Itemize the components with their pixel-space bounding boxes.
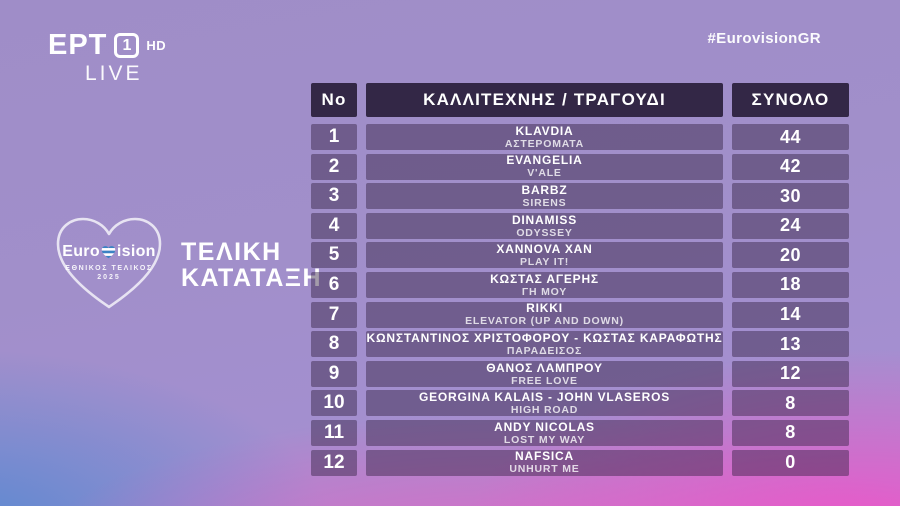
- wordmark-part1: Euro: [62, 243, 100, 260]
- total-cell: 14: [732, 301, 849, 328]
- artist-name: ΚΩΣΤΑΣ ΑΓΕΡΗΣ: [490, 271, 599, 286]
- song-title: ΓΗ ΜΟΥ: [521, 285, 568, 298]
- artist-song-cell: XANNOVA XAN PLAY IT!: [366, 242, 723, 269]
- rank-cell: 5: [311, 242, 357, 269]
- artist-name: DINAMISS: [511, 212, 578, 227]
- artist-name: ANDY NICOLAS: [494, 419, 595, 434]
- heart-outline-icon: [56, 217, 162, 309]
- hashtag-label: #EurovisionGR: [707, 30, 821, 47]
- rank-cell: 4: [311, 212, 357, 239]
- eurovision-logo: Euro ision ΕΘΝΙΚΟΣ ΤΕΛΙΚΟΣ 2025: [50, 214, 168, 312]
- song-title: HIGH ROAD: [510, 404, 579, 417]
- table-row: 3 BARBZ SIRENS 30: [311, 182, 849, 210]
- song-title: UNHURT ME: [509, 463, 580, 476]
- table-row: 7 RIKKI ELEVATOR (UP AND DOWN) 14: [311, 301, 849, 328]
- total-cell: 18: [732, 271, 849, 298]
- artist-name: RIKKI: [526, 301, 563, 316]
- artist-name: NAFSICA: [515, 449, 574, 464]
- table-row: 12 NAFSICA UNHURT ME 0: [311, 449, 849, 476]
- greek-flag-heart-icon: [101, 246, 116, 259]
- rank-cell: 1: [311, 124, 357, 150]
- total-cell: 12: [732, 360, 849, 387]
- song-title: ΠΑΡΑΔΕΙΣΟΣ: [506, 344, 583, 357]
- table-row: 8 ΚΩΝΣΤΑΝΤΙΝΟΣ ΧΡΙΣΤΟΦΟΡΟΥ - ΚΩΣΤΑΣ ΚΑΡΑ…: [311, 330, 849, 358]
- artist-name: KLAVDIA: [515, 123, 574, 138]
- wordmark-part2: ision: [116, 243, 156, 260]
- song-title: ODYSSEY: [516, 226, 573, 239]
- artist-name: BARBZ: [521, 182, 568, 197]
- artist-song-cell: DINAMISS ODYSSEY: [366, 212, 723, 239]
- channel-number: 1: [122, 36, 132, 54]
- rank-cell: 3: [311, 183, 357, 210]
- total-cell: 8: [732, 419, 849, 446]
- rank-cell: 9: [311, 360, 357, 387]
- header-artist-song: ΚΑΛΛΙΤΕΧΝΗΣ / ΤΡΑΓΟΥΔΙ: [366, 83, 723, 117]
- artist-name: ΘΑΝΟΣ ΛΑΜΠΡΟΥ: [486, 360, 603, 375]
- artist-name: XANNOVA XAN: [496, 242, 593, 257]
- table-body: 1 KLAVDIA ΑΣΤΕΡΟΜΑΤΑ 44 2 EVANGELIA V'AL…: [311, 124, 849, 476]
- song-title: V'ALE: [527, 167, 562, 180]
- rank-cell: 8: [311, 331, 357, 358]
- artist-song-cell: ANDY NICOLAS LOST MY WAY: [366, 419, 723, 446]
- artist-song-cell: KLAVDIA ΑΣΤΕΡΟΜΑΤΑ: [366, 124, 723, 150]
- header-total: ΣΥΝΟΛΟ: [732, 83, 849, 117]
- rank-cell: 12: [311, 449, 357, 476]
- eurovision-wordmark: Euro ision: [62, 244, 156, 260]
- total-cell: 24: [732, 212, 849, 239]
- rank-cell: 6: [311, 271, 357, 298]
- artist-song-cell: GEORGINA KALAIS - JOHN VLASEROS HIGH ROA…: [366, 390, 723, 417]
- table-row: 5 XANNOVA XAN PLAY IT! 20: [311, 242, 849, 269]
- song-title: SIRENS: [522, 196, 567, 209]
- event-subtitle: ΕΘΝΙΚΟΣ ΤΕΛΙΚΟΣ: [65, 265, 153, 272]
- table-row: 10 GEORGINA KALAIS - JOHN VLASEROS HIGH …: [311, 390, 849, 417]
- song-title: LOST MY WAY: [503, 433, 586, 446]
- total-cell: 30: [732, 183, 849, 210]
- rank-cell: 10: [311, 390, 357, 417]
- total-cell: 0: [732, 449, 849, 476]
- artist-name: ΚΩΝΣΤΑΝΤΙΝΟΣ ΧΡΙΣΤΟΦΟΡΟΥ - ΚΩΣΤΑΣ ΚΑΡΑΦΩ…: [366, 330, 723, 345]
- header-rank: No: [311, 83, 357, 117]
- table-row: 11 ANDY NICOLAS LOST MY WAY 8: [311, 419, 849, 446]
- artist-song-cell: ΚΩΣΤΑΣ ΑΓΕΡΗΣ ΓΗ ΜΟΥ: [366, 271, 723, 298]
- artist-song-cell: EVANGELIA V'ALE: [366, 153, 723, 180]
- total-cell: 20: [732, 242, 849, 269]
- table-header-row: No ΚΑΛΛΙΤΕΧΝΗΣ / ΤΡΑΓΟΥΔΙ ΣΥΝΟΛΟ: [311, 83, 849, 117]
- total-cell: 42: [732, 153, 849, 180]
- rank-cell: 7: [311, 301, 357, 328]
- song-title: FREE LOVE: [511, 374, 578, 387]
- song-title: ΑΣΤΕΡΟΜΑΤΑ: [504, 137, 585, 150]
- rank-cell: 2: [311, 153, 357, 180]
- total-cell: 13: [732, 331, 849, 358]
- page-title-line2: ΚΑΤΑΤΑΞΗ: [181, 264, 323, 292]
- song-title: ELEVATOR (UP AND DOWN): [465, 315, 624, 328]
- results-table: No ΚΑΛΛΙΤΕΧΝΗΣ / ΤΡΑΓΟΥΔΙ ΣΥΝΟΛΟ 1 KLAVD…: [311, 83, 849, 479]
- artist-song-cell: NAFSICA UNHURT ME: [366, 449, 723, 476]
- page-title-line1: ΤΕΛΙΚΗ: [181, 238, 282, 266]
- artist-song-cell: RIKKI ELEVATOR (UP AND DOWN): [366, 301, 723, 328]
- artist-name: EVANGELIA: [506, 153, 583, 168]
- table-row: 1 KLAVDIA ΑΣΤΕΡΟΜΑΤΑ 44: [311, 124, 849, 150]
- hd-label: HD: [146, 38, 167, 53]
- channel-name: EPT: [48, 29, 108, 61]
- rank-cell: 11: [311, 419, 357, 446]
- table-row: 6 ΚΩΣΤΑΣ ΑΓΕΡΗΣ ΓΗ ΜΟΥ 18: [311, 271, 849, 298]
- table-row: 2 EVANGELIA V'ALE 42: [311, 153, 849, 180]
- song-title: PLAY IT!: [520, 256, 569, 269]
- page-title: ΤΕΛΙΚΗ ΚΑΤΑΤΑΞΗ: [181, 239, 322, 291]
- total-cell: 8: [732, 390, 849, 417]
- channel-1-badge: 1: [114, 33, 140, 58]
- artist-name: GEORGINA KALAIS - JOHN VLASEROS: [418, 390, 671, 405]
- artist-song-cell: ΘΑΝΟΣ ΛΑΜΠΡΟΥ FREE LOVE: [366, 360, 723, 387]
- channel-bug: EPT 1 HD LIVE: [48, 29, 167, 85]
- total-cell: 44: [732, 124, 849, 150]
- event-year: 2025: [97, 274, 121, 281]
- live-label: LIVE: [85, 62, 143, 85]
- table-row: 4 DINAMISS ODYSSEY 24: [311, 212, 849, 239]
- artist-song-cell: ΚΩΝΣΤΑΝΤΙΝΟΣ ΧΡΙΣΤΟΦΟΡΟΥ - ΚΩΣΤΑΣ ΚΑΡΑΦΩ…: [366, 330, 723, 358]
- artist-song-cell: BARBZ SIRENS: [366, 182, 723, 210]
- table-row: 9 ΘΑΝΟΣ ΛΑΜΠΡΟΥ FREE LOVE 12: [311, 360, 849, 387]
